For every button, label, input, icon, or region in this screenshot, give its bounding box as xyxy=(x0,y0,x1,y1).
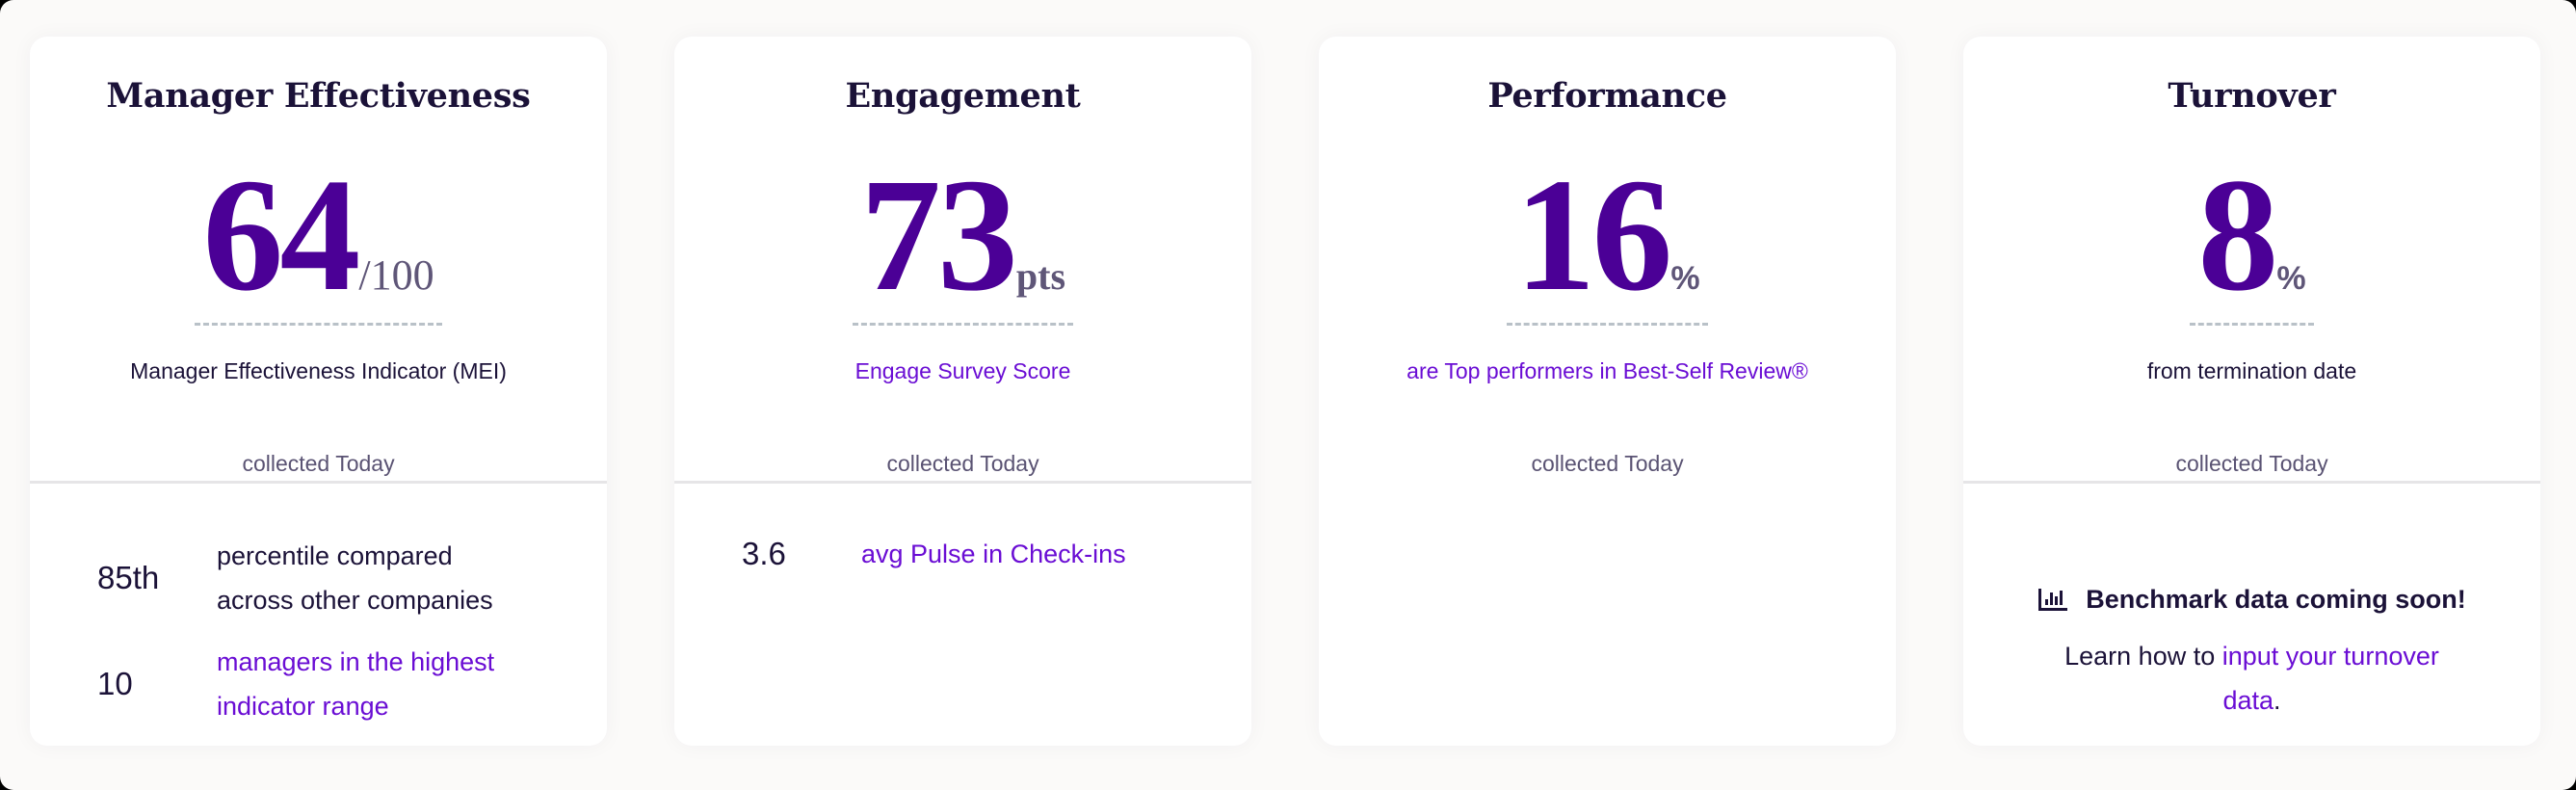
card-manager-effectiveness: Manager Effectiveness 64 /100 Manager Ef… xyxy=(30,37,607,746)
stat-number: 85th xyxy=(97,560,160,595)
stat-text: percentile compared across other compani… xyxy=(217,534,493,622)
divider xyxy=(1963,481,2540,484)
card-stats: 3.6 avg Pulse in Check-ins xyxy=(674,484,1251,746)
divider xyxy=(674,481,1251,484)
stat-row-percentile: 85th percentile compared across other co… xyxy=(97,534,578,622)
card-header: Engagement 73 pts Engage Survey Score co… xyxy=(674,37,1251,482)
benchmark-section: Benchmark data coming soon! Learn how to… xyxy=(1963,484,2540,746)
collected-date: collected Today xyxy=(1531,451,1684,476)
card-header: Turnover 8 % from termination date colle… xyxy=(1963,37,2540,482)
benchmark-body: Learn how to input your turnover data. xyxy=(2040,634,2464,723)
metric-value: 73 xyxy=(859,145,1018,325)
metric-value-underlined[interactable]: 64 /100 xyxy=(195,145,442,326)
metric-unit: % xyxy=(2276,260,2306,297)
metric-unit: % xyxy=(1670,260,1700,297)
metric: 64 /100 xyxy=(30,145,607,326)
card-title: Performance xyxy=(1487,76,1727,116)
metric-label: from termination date xyxy=(2146,358,2357,383)
top-performers-link[interactable]: are Top performers in Best-Self Review® xyxy=(1406,358,1808,383)
metric: 73 pts xyxy=(674,145,1251,326)
metric-unit: pts xyxy=(1015,254,1066,298)
card-turnover: Turnover 8 % from termination date colle… xyxy=(1963,37,2540,746)
divider xyxy=(30,481,607,484)
stat-text-line: managers in the highest xyxy=(217,647,495,676)
metric-value-underlined[interactable]: 8 % xyxy=(2190,145,2314,326)
metric-value: 8 xyxy=(2197,145,2278,325)
managers-highest-range-link[interactable]: managers in the highest indicator range xyxy=(217,640,494,728)
card-engagement: Engagement 73 pts Engage Survey Score co… xyxy=(674,37,1251,746)
metric: 16 % xyxy=(1319,145,1896,326)
metric: 8 % xyxy=(1963,145,2540,326)
metric-label: Manager Effectiveness Indicator (MEI) xyxy=(130,358,507,383)
card-stats: 85th percentile compared across other co… xyxy=(30,484,607,746)
card-header: Performance 16 % are Top performers in B… xyxy=(1319,37,1896,482)
stat-text-line: percentile compared xyxy=(217,541,453,570)
card-title: Turnover xyxy=(2168,76,2336,116)
card-title: Engagement xyxy=(845,76,1081,116)
stat-row-pulse: 3.6 avg Pulse in Check-ins xyxy=(742,532,1222,576)
card-title: Manager Effectiveness xyxy=(106,76,531,116)
stat-row-managers: 10 managers in the highest indicator ran… xyxy=(97,640,578,728)
benchmark-body-prefix: Learn how to xyxy=(2064,642,2222,671)
bar-chart-icon xyxy=(2038,589,2068,611)
collected-date: collected Today xyxy=(242,451,395,476)
metric-unit: /100 xyxy=(358,251,434,299)
avg-pulse-link[interactable]: avg Pulse in Check-ins xyxy=(861,540,1126,568)
stat-text-line: indicator range xyxy=(217,692,389,721)
metric-value-underlined[interactable]: 73 pts xyxy=(852,145,1074,326)
input-turnover-data-link[interactable]: input your turnover data xyxy=(2221,642,2439,715)
benchmark-body-suffix: . xyxy=(2274,686,2281,715)
benchmark-heading: Benchmark data coming soon! xyxy=(1963,580,2540,619)
card-performance: Performance 16 % are Top performers in B… xyxy=(1319,37,1896,746)
metric-value: 64 xyxy=(202,145,360,325)
benchmark-heading-text: Benchmark data coming soon! xyxy=(2086,585,2466,614)
benchmark-notice: Benchmark data coming soon! Learn how to… xyxy=(1963,580,2540,723)
engage-survey-score-link[interactable]: Engage Survey Score xyxy=(854,358,1071,383)
collected-date: collected Today xyxy=(2175,451,2328,476)
collected-date: collected Today xyxy=(886,451,1039,476)
metric-value-underlined[interactable]: 16 % xyxy=(1507,145,1708,326)
stat-number: 10 xyxy=(97,666,133,701)
stat-text-line: across other companies xyxy=(217,586,493,615)
stat-number: 3.6 xyxy=(742,536,786,571)
card-header: Manager Effectiveness 64 /100 Manager Ef… xyxy=(30,37,607,482)
metric-value: 16 xyxy=(1514,145,1672,325)
